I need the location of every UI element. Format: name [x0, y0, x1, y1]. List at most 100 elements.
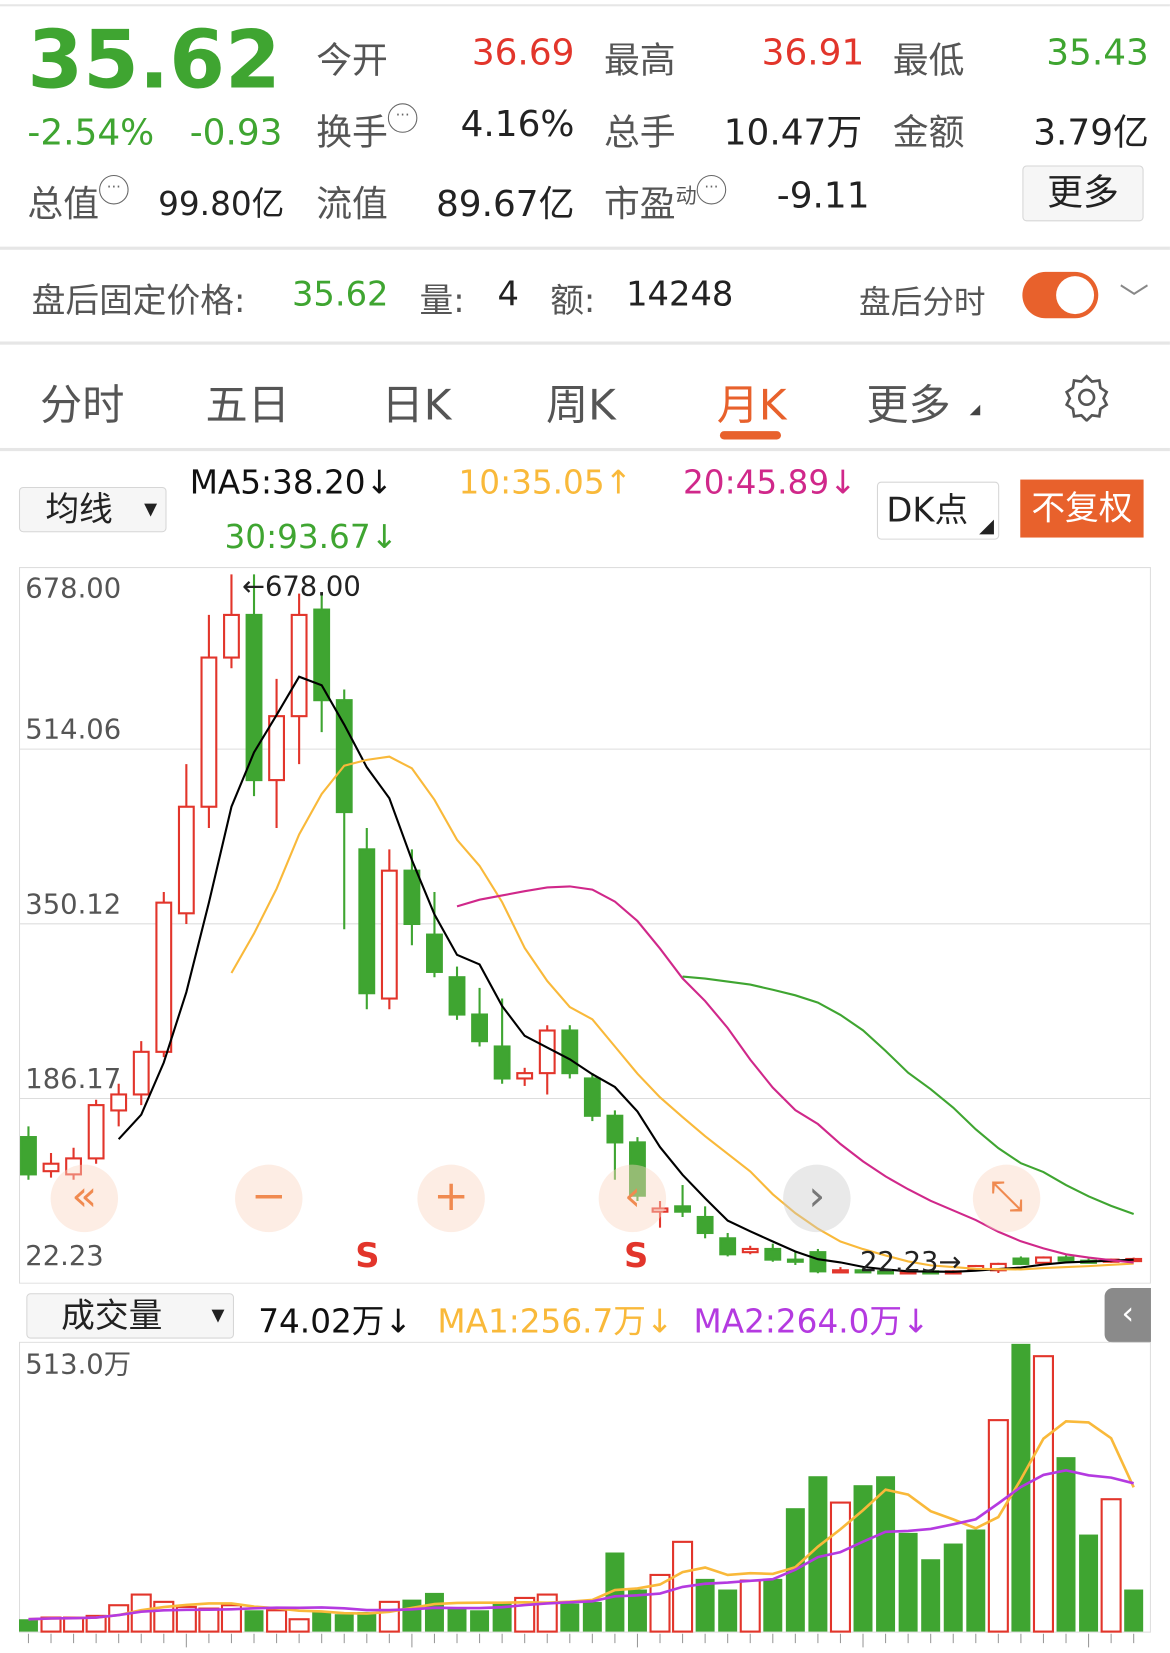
- ma-selector-label: 均线: [45, 489, 113, 530]
- candle: [42, 1162, 60, 1173]
- candle: [403, 869, 421, 926]
- low-value: 35.43: [1046, 31, 1149, 74]
- candle: [764, 1247, 782, 1261]
- candle: [1057, 1256, 1075, 1262]
- change-amount: -0.93: [189, 111, 283, 154]
- candle: [1012, 1257, 1030, 1265]
- adjust-button[interactable]: 不复权: [1020, 479, 1144, 538]
- zoom-out-icon[interactable]: −: [235, 1164, 303, 1233]
- current-price: 35.62: [27, 12, 281, 107]
- pe-value: -9.11: [776, 174, 870, 218]
- volume-bar: [808, 1476, 828, 1632]
- open-value: 36.69: [471, 31, 575, 74]
- candle: [313, 608, 331, 702]
- chevron-down-icon[interactable]: ﹀: [1119, 281, 1149, 317]
- candle: [606, 1114, 624, 1144]
- volume-bar: [18, 1619, 38, 1632]
- tab-more[interactable]: 更多: [866, 381, 951, 431]
- gear-icon[interactable]: [1062, 373, 1110, 422]
- volume-bar: [424, 1592, 444, 1632]
- candle: [629, 1141, 646, 1197]
- volume-bar: [175, 1605, 197, 1633]
- volume-max-label: 513.0万: [25, 1349, 131, 1380]
- volume-selector-label: 成交量: [61, 1295, 163, 1336]
- volume-bar: [627, 1589, 647, 1632]
- ma30-value: 30:93.67↓: [224, 518, 399, 557]
- dk-point-button[interactable]: DK点: [876, 481, 1000, 540]
- dk-point-label: DK点: [886, 490, 969, 531]
- candle: [1035, 1256, 1052, 1264]
- scroll-left-fast-icon[interactable]: «: [50, 1164, 119, 1233]
- dropdown-triangle-icon: [969, 404, 981, 416]
- volume-bar: [921, 1559, 941, 1632]
- volume-bar: [470, 1610, 490, 1632]
- candle: [290, 613, 308, 718]
- high-label: 最高: [603, 40, 676, 83]
- collapse-panel-button[interactable]: ‹: [1104, 1287, 1151, 1343]
- divider: [0, 246, 1170, 250]
- volume-bar: [582, 1601, 602, 1632]
- volume-bar: [763, 1578, 783, 1632]
- more-button[interactable]: 更多: [1022, 165, 1144, 222]
- scroll-left-icon[interactable]: ‹: [598, 1164, 667, 1233]
- volume-bar: [402, 1599, 422, 1632]
- tab-weekly-k[interactable]: 周K: [545, 381, 616, 431]
- ma10-line: [230, 755, 1134, 1271]
- volume-bar: [560, 1603, 580, 1632]
- ma10-value: 10:35.05↑: [458, 463, 633, 502]
- candle: [877, 1270, 895, 1275]
- tab-five-day[interactable]: 五日: [205, 381, 290, 431]
- tab-intraday[interactable]: 分时: [40, 381, 125, 431]
- amount-label: 金额: [892, 111, 965, 154]
- chart-border: [18, 567, 1151, 1284]
- candle: [87, 1104, 105, 1160]
- candle: [583, 1077, 601, 1117]
- candle: [448, 976, 466, 1016]
- candle: [696, 1215, 714, 1235]
- candle: [245, 613, 263, 782]
- tab-monthly-k[interactable]: 月K: [716, 381, 787, 431]
- after-hours-chart-label: 盘后分时: [859, 284, 986, 322]
- y-tick-label: 514.06: [25, 715, 121, 746]
- volume-bar: [987, 1419, 1009, 1633]
- ma-selector[interactable]: 均线 ▼: [18, 486, 167, 533]
- after-hours-toggle[interactable]: [1022, 271, 1099, 319]
- volume-bar: [966, 1529, 986, 1632]
- tab-daily-k[interactable]: 日K: [381, 381, 452, 431]
- y-tick-label: 186.17: [25, 1064, 121, 1095]
- active-tab-indicator: [719, 431, 782, 440]
- volume-bar: [605, 1552, 625, 1632]
- volume-bar: [85, 1614, 107, 1633]
- volume-indicator-selector[interactable]: 成交量 ▼: [26, 1293, 234, 1339]
- candle: [651, 1207, 669, 1213]
- expand-icon[interactable]: ⤡: [972, 1164, 1041, 1233]
- volume-bar: [288, 1618, 310, 1633]
- amount-value: 3.79亿: [1033, 111, 1149, 154]
- volume-bar: [492, 1601, 512, 1632]
- change-percent: -2.54%: [27, 111, 155, 154]
- open-label: 今开: [316, 40, 388, 83]
- candle: [65, 1157, 83, 1176]
- scroll-right-icon[interactable]: ›: [783, 1164, 851, 1233]
- volume-bar: [853, 1485, 873, 1632]
- info-icon[interactable]: ···: [99, 174, 129, 205]
- after-hours-amount-label: 额:: [550, 280, 596, 321]
- after-hours-price-label: 盘后固定价格:: [31, 280, 246, 321]
- info-icon[interactable]: ···: [696, 174, 727, 205]
- volume-bar: [1079, 1534, 1099, 1632]
- y-tick-label: 350.12: [25, 889, 121, 920]
- after-hours-volume-label: 量:: [419, 280, 465, 321]
- pe-label: 市盈: [603, 183, 676, 226]
- volume-bar: [312, 1611, 332, 1632]
- candle: [20, 1136, 37, 1176]
- zoom-in-icon[interactable]: +: [417, 1164, 485, 1233]
- volume-ma2-line: [28, 1469, 1135, 1621]
- after-hours-amount: 14248: [626, 274, 734, 315]
- dropdown-icon: ▼: [211, 1304, 225, 1325]
- candle: [741, 1247, 759, 1254]
- candlestick-chart[interactable]: 678.00 514.06 350.12 186.17 22.23 ←678.00 22.2…: [18, 567, 1151, 1284]
- candle: [426, 933, 443, 973]
- volume-bar: [378, 1600, 400, 1633]
- info-icon[interactable]: ···: [387, 103, 418, 133]
